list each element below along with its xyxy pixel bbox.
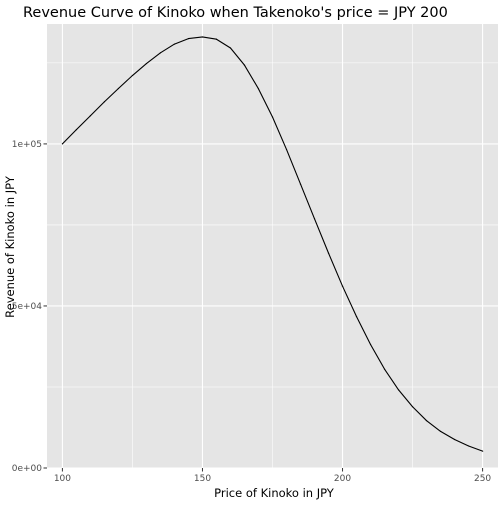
data-point [61,143,64,145]
data-point [75,129,78,131]
data-point [341,285,344,287]
data-point [229,47,232,49]
data-point [201,36,204,38]
data-point [159,52,162,54]
data-point [411,406,414,408]
data-point [467,445,470,447]
x-tick-label: 150 [194,474,211,484]
data-point [215,38,218,40]
x-axis-title: Price of Kinoko in JPY [214,486,335,500]
x-tick-label: 200 [334,474,351,484]
data-point [397,389,400,391]
y-tick-label: 1e+05 [12,140,42,150]
data-point [425,420,428,422]
data-point [89,115,92,117]
data-point [243,64,246,66]
y-axis: 0e+00 5e+04 1e+05 [12,140,47,474]
x-tick-label: 250 [474,474,491,484]
chart-title: Revenue Curve of Kinoko when Takenoko's … [23,5,448,21]
data-point [187,37,190,40]
data-point [131,74,134,77]
y-axis-title: Revenue of Kinoko in JPY [3,175,17,318]
x-axis: 100 150 200 250 [54,468,491,484]
data-point [355,316,358,318]
data-point [313,218,316,220]
series-layer [61,36,484,452]
grid-minor-lines [47,24,498,468]
data-point [257,88,260,90]
data-point [103,101,106,103]
data-point [453,438,456,441]
data-point [327,252,330,254]
x-tick-label: 100 [54,474,71,484]
data-point [173,43,176,45]
data-point [299,183,302,185]
data-point [481,450,484,452]
data-point [439,430,442,432]
data-point [369,343,372,346]
grid-major-lines [47,24,498,469]
data-point [383,368,386,370]
data-point [145,62,148,65]
data-point [117,87,120,90]
y-tick-label: 5e+04 [12,302,43,312]
y-tick-label: 0e+00 [12,464,43,474]
data-point [271,116,274,118]
data-point [285,148,288,151]
